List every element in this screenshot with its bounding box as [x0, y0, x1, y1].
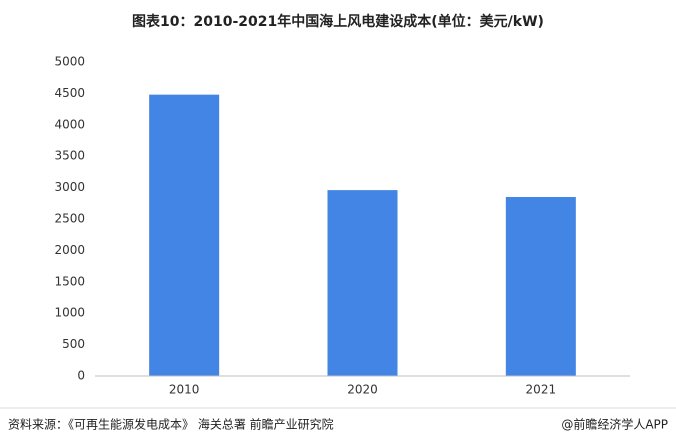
- y-tick-label: 3000: [54, 180, 85, 194]
- source-note: 资料来源：《可再生能源发电成本》 海关总署 前瞻产业研究院: [8, 417, 334, 432]
- bar: [505, 197, 576, 376]
- bar: [149, 94, 220, 376]
- y-tick-label: 1500: [54, 274, 85, 288]
- x-tick-label: 2010: [169, 383, 200, 397]
- y-tick-label: 0: [77, 369, 85, 383]
- bar: [327, 190, 398, 376]
- y-tick-label: 2000: [54, 243, 85, 257]
- y-tick-label: 4500: [54, 86, 85, 100]
- y-tick-label: 3500: [54, 149, 85, 163]
- x-tick-label: 2021: [526, 383, 557, 397]
- x-tick-label: 2020: [347, 383, 378, 397]
- credit: @前瞻经济学人APP: [561, 417, 668, 432]
- y-tick-label: 5000: [54, 55, 85, 69]
- y-tick-label: 2500: [54, 212, 85, 226]
- y-tick-label: 1000: [54, 306, 85, 320]
- y-tick-label: 500: [62, 337, 85, 351]
- chart-title: 图表10：2010-2021年中国海上风电建设成本(单位：美元/kW): [132, 13, 544, 30]
- y-tick-label: 4000: [54, 117, 85, 131]
